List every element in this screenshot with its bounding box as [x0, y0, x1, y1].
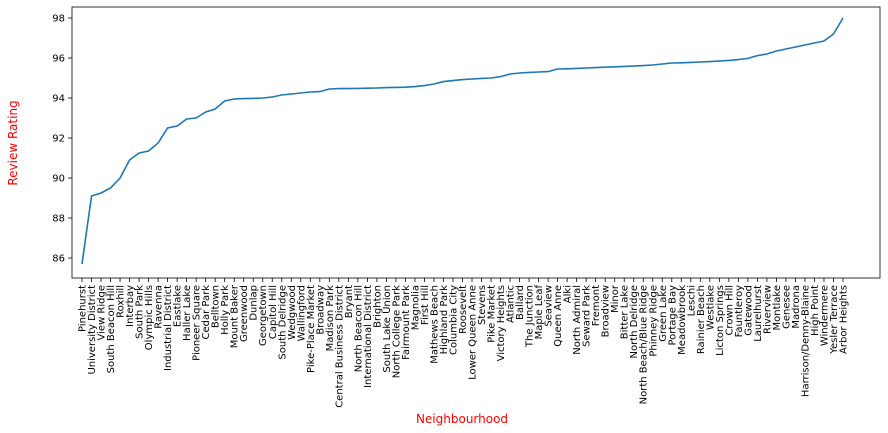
x-tick-label: Georgetown [258, 285, 269, 346]
x-tick-label: Seaview [544, 285, 555, 327]
x-tick-label: Arbor Heights [839, 285, 850, 354]
x-tick-label: University District [87, 285, 98, 375]
x-tick-label: Olympic Hills [144, 285, 155, 350]
x-tick-label: Meadowbrook [677, 285, 688, 355]
x-tick-label: Madrona [791, 285, 802, 329]
x-tick-label: Portage Bay [667, 285, 678, 346]
x-tick-label: Roosevelt [458, 285, 469, 334]
x-tick-label: Cedar Park [201, 285, 212, 340]
x-tick-label: Queen Anne [553, 285, 564, 347]
x-tick-label: Madison Park [325, 285, 336, 352]
x-tick-label: First Hill [420, 285, 431, 325]
x-tick-label: Green Lake [658, 285, 669, 342]
y-tick-label: 88 [52, 214, 65, 225]
x-axis-label: Neighbourhood [416, 412, 508, 426]
x-tick-label: Haller Lake [182, 285, 193, 341]
x-tick-label: Riverview [762, 285, 773, 334]
x-tick-label: Highland Park [439, 285, 450, 355]
series-line [81, 17, 844, 265]
x-tick-label: Leschi [686, 285, 697, 316]
x-tick-label: Central Business District [334, 285, 345, 408]
x-tick-label: Montlake [772, 285, 783, 331]
x-tick-label: Holly Park [220, 285, 231, 335]
x-tick-label: Mathews Beach [429, 285, 440, 364]
x-tick-label: High Point [810, 285, 821, 336]
x-tick-label: Stevens [477, 285, 488, 325]
x-tick-label: Seward Park [582, 285, 593, 347]
y-tick-label: 92 [52, 134, 65, 145]
x-tick-label: Phinney Ridge [648, 285, 659, 357]
x-tick-label: Wedgwood [287, 285, 298, 340]
x-tick-label: Ballard [515, 285, 526, 320]
x-tick-label: Fairmount Park [401, 285, 412, 360]
y-tick-label: 86 [52, 254, 65, 265]
x-tick-label: Licton Springs [715, 285, 726, 356]
x-tick-label: North Delridge [629, 285, 640, 359]
x-tick-label: View Ridge [97, 285, 108, 340]
x-tick-label: Alki [563, 285, 574, 303]
x-tick-label: Eastlake [173, 285, 184, 327]
y-tick-label: 94 [52, 94, 65, 105]
x-tick-label: Yesler Terrace [829, 285, 840, 355]
x-tick-label: Interbay [125, 285, 136, 327]
x-tick-label: Maple Leaf [534, 285, 545, 340]
x-tick-label: North Admiral [572, 285, 583, 355]
plot-area [71, 6, 881, 279]
x-tick-label: Gatewood [743, 285, 754, 336]
x-tick-label: Roxhill [116, 285, 127, 318]
y-axis: 86 88 90 92 94 96 98 [52, 14, 72, 265]
x-tick-label: Magnolia [410, 285, 421, 330]
x-tick-label: South Beacon Hill [106, 285, 117, 373]
x-tick-label: Pinehurst [78, 285, 89, 332]
x-tick-label: Brighton [372, 285, 383, 328]
x-tick-label: North Beach/Blue Ridge [639, 285, 650, 404]
x-tick-label: Laurelhurst [753, 285, 764, 342]
x-tick-label: South Delridge [277, 285, 288, 360]
x-tick-label: International District [363, 285, 374, 388]
x-tick-label: Genesee [781, 285, 792, 329]
x-tick-label: Rainier Beach [696, 285, 707, 354]
x-tick-label: Pioneer Square [192, 285, 203, 361]
x-tick-label: North College Park [391, 285, 402, 378]
x-tick-label: Crown Hill [724, 285, 735, 336]
x-tick-label: Fremont [591, 285, 602, 326]
y-tick-label: 98 [52, 14, 65, 25]
x-tick-label: Victory Heights [496, 285, 507, 361]
x-tick-label: Industrial District [163, 285, 174, 371]
x-tick-label: Lower Queen Anne [468, 285, 479, 380]
x-tick-label: Belltown [211, 285, 222, 328]
x-tick-label: Ravenna [154, 285, 165, 329]
x-tick-label: Harrison/Denny-Blaine [800, 285, 811, 397]
x-tick-label: Columbia City [448, 285, 459, 355]
y-axis-label: Review Rating [6, 100, 20, 185]
x-tick-label: Wallingford [296, 285, 307, 341]
x-tick-label: Dunlap [249, 285, 260, 321]
x-tick-label: Broadway [315, 285, 326, 335]
y-tick-label: 96 [52, 54, 65, 65]
x-tick-label: Pike Market [487, 285, 498, 343]
x-tick-label: Minor [610, 284, 621, 313]
x-tick-label: Fauntleroy [734, 285, 745, 337]
x-tick-label: North Beacon Hill [353, 285, 364, 372]
x-tick-label: South Park [135, 285, 146, 339]
x-tick-label: Westlake [705, 285, 716, 330]
x-tick-label: Mount Baker [230, 284, 241, 348]
y-tick-label: 90 [52, 174, 65, 185]
x-tick-label: Windermere [819, 285, 830, 346]
x-tick-label: Bitter Lake [620, 285, 631, 339]
x-tick-label: South Lake Union [382, 285, 393, 373]
x-tick-label: Bryant [344, 285, 355, 318]
x-tick-label: Greenwood [239, 285, 250, 342]
x-tick-label: The Junction [525, 285, 536, 348]
x-tick-label: Capitol Hill [268, 285, 279, 339]
x-tick-label: Atlantic [506, 285, 517, 323]
x-tick-label: Pike-Place Market [306, 285, 317, 373]
x-tick-label: Broadview [601, 285, 612, 337]
